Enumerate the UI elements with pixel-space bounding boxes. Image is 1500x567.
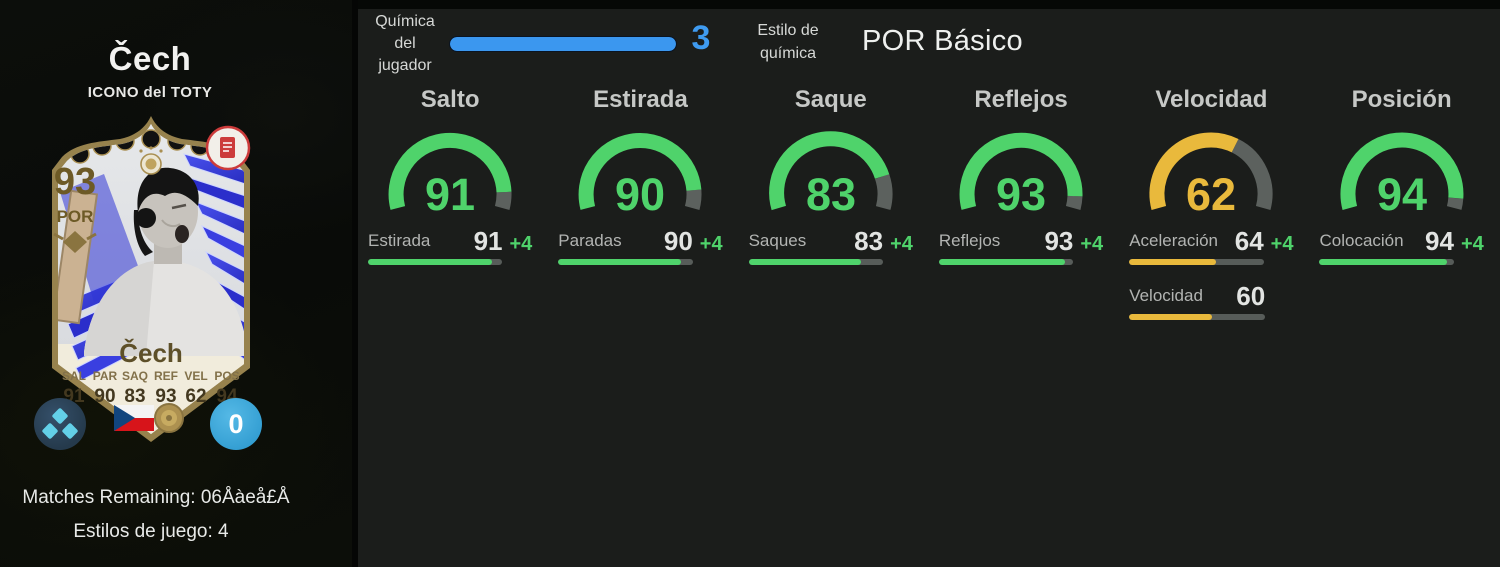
substat: Reflejos 93 +4 [938,226,1104,265]
chemistry-label: Química del jugador [375,13,435,74]
substat-value: 83 [854,226,884,256]
stat-column-reflejos: Reflejos 93 Reflejos 93 +4 [929,86,1119,320]
stat-gauge: 93 [959,132,1083,218]
stat-column-velocidad: Velocidad 62 Aceleración 64 +4 Velocidad 60 [1119,86,1309,320]
svg-text:62: 62 [185,386,206,407]
substat-bar [1129,314,1266,320]
page-title: Čech [108,40,192,77]
substat: Colocación 94 +4 [1319,226,1484,265]
card-rating: 93 [54,161,96,203]
substat-bar [368,259,503,265]
panel-divider [352,0,358,567]
chemistry-bar-fill [450,37,676,51]
svg-text:93: 93 [155,386,176,407]
stat-gauge-value: 90 [615,169,665,218]
substat-value: 91 [473,226,503,256]
stat-gauge: 90 [579,133,702,218]
stats-panel: Química del jugador 3 Estilo de química … [358,9,1500,567]
substat: Estirada 91 +4 [368,228,532,265]
svg-text:REF: REF [154,369,178,383]
svg-text:90: 90 [94,386,115,407]
stat-gauge-value: 83 [806,169,856,218]
club-laurel-badge-icon [154,403,184,433]
stat-gauge: 83 [768,131,893,218]
matches-remaining-text: Matches Remaining: 06Åàeå£Å [22,487,290,508]
card-position: POR [57,207,94,226]
stat-gauge: 62 [1149,132,1273,218]
substat-value: 90 [663,226,693,256]
substat: Saques 83 +4 [748,226,913,265]
stat-title: Posición [1351,86,1452,113]
player-card: 93 POR Čech SAL PAR SAQ [34,112,268,452]
laurel-emblem-icon [139,146,163,175]
czech-republic-flag-icon [114,405,154,431]
svg-text:PAR: PAR [93,369,118,383]
substat-label: Saques [748,231,807,250]
playstyles-diamonds-icon [34,398,86,450]
stat-gauge: 94 [1340,132,1464,218]
substat-value: 94 [1425,226,1454,256]
substat-boost: +4 [1460,233,1484,255]
substat-label: Paradas [558,231,622,250]
svg-text:SAL: SAL [62,369,86,383]
substat-value: 64 [1234,226,1264,256]
stat-column-posición: Posición 94 Colocación 94 +4 [1309,86,1499,320]
stat-title: Estirada [593,86,688,113]
stat-title: Saque [794,86,867,113]
stat-gauge: 91 [388,132,512,218]
substat-label: Colocación [1319,231,1404,250]
stat-column-salto: Salto 91 Estirada 91 +4 [358,86,548,320]
svg-text:SAQ: SAQ [122,369,148,383]
card-player-name: Čech [119,338,183,368]
substat-boost: +4 [1080,233,1104,255]
substat-boost: +4 [509,233,533,255]
red-document-icon [205,125,251,171]
substat-bar [748,259,884,265]
substat-boost: +4 [890,233,913,255]
chemistry-value: 3 [691,19,711,57]
substat-label: Estirada [368,231,431,250]
goalpost-plank [58,189,99,325]
stat-title: Velocidad [1155,86,1268,113]
stat-gauge-value: 91 [425,169,475,218]
chemistry-style-label: Estilo de química [757,22,819,62]
substat-value: 60 [1236,281,1266,311]
substat: Aceleración 64 +4 [1129,228,1293,265]
stat-column-estirada: Estirada 90 Paradas 90 +4 [548,86,738,320]
card-stat-abbrs: SAL PAR SAQ REF VEL POS [62,369,240,383]
stat-title: Reflejos [974,86,1068,113]
substat-boost: +4 [699,233,723,255]
playstyles-count-text: Estilos de juego: 4 [73,521,229,542]
svg-text:83: 83 [124,386,145,407]
substat-label: Reflejos [938,231,1001,250]
stat-gauge-value: 62 [1186,169,1236,218]
substat-label: Velocidad [1129,286,1203,305]
chemistry-style-value: POR Básico [862,25,1023,57]
chemistry-bar [450,37,676,51]
substat: Paradas 90 +4 [558,226,723,265]
player-summary-panel: Čech ICONO del TOTY [0,0,352,567]
stat-gauge-value: 94 [1377,169,1427,218]
stat-column-saque: Saque 83 Saques 83 +4 [739,86,929,320]
stat-gauge-value: 93 [996,169,1046,218]
substat-value: 93 [1044,226,1074,256]
gold-eagle-emblem-icon [53,231,97,253]
player-photo [84,167,244,356]
card-program-label: ICONO del TOTY [87,84,213,101]
substat-bar [938,259,1074,265]
svg-text:VEL: VEL [184,369,207,383]
substat-bar [1129,259,1264,265]
stats-row: Salto 91 Estirada 91 +4 Estirada 90 Paradas 90 +4… [358,86,1500,320]
substat: Velocidad 60 [1129,283,1293,320]
player-card-art: 93 POR Čech SAL PAR SAQ [52,116,251,442]
substat-boost: +4 [1270,233,1294,255]
stat-title: Salto [420,86,480,113]
substat-bar [1319,259,1454,265]
svg-text:POS: POS [214,369,239,383]
substat-label: Aceleración [1129,231,1219,250]
substat-bar [558,259,693,265]
owned-count-badge: 0 [210,398,262,450]
